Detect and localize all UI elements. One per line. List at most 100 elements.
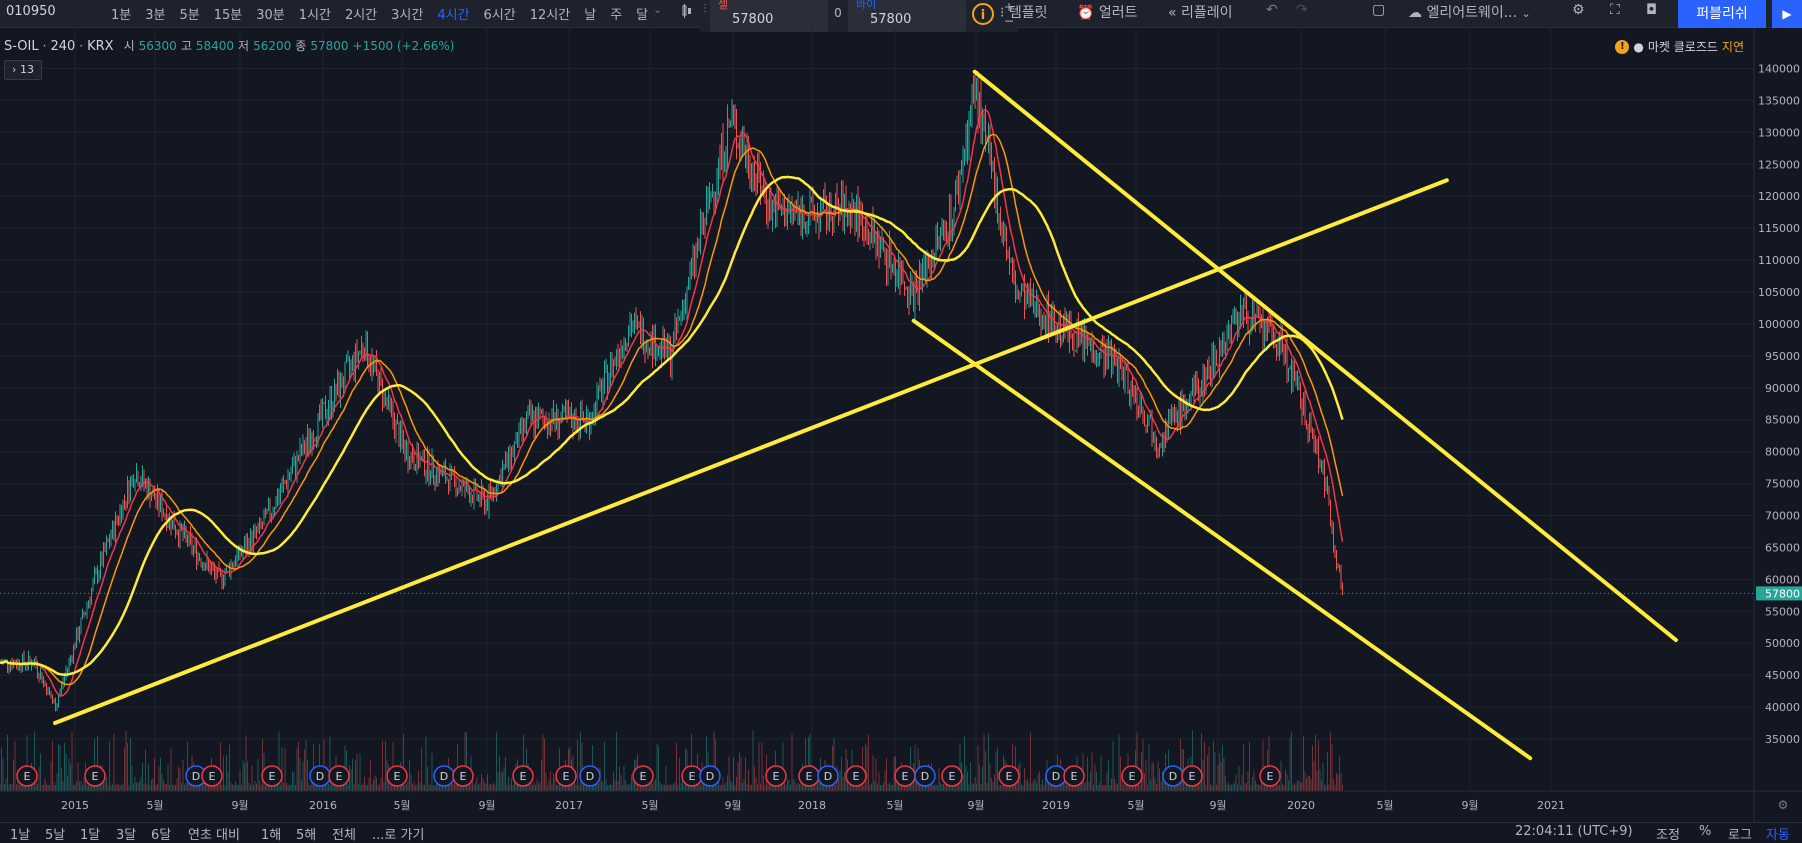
open-label: 시 <box>123 39 135 53</box>
cloud-icon: ☁ <box>1408 5 1427 21</box>
timeframe-7[interactable]: 3시간 <box>391 8 424 23</box>
price-axis-label: 135000 <box>1758 94 1800 107</box>
gear-icon[interactable]: ⚙ <box>1572 2 1585 18</box>
indicators-toggle-button[interactable]: › 13 <box>4 60 42 80</box>
minus-icon[interactable]: − <box>1003 14 1015 28</box>
candle-style-icon[interactable] <box>682 4 692 18</box>
sell-button[interactable]: 셀 57800 <box>710 0 828 32</box>
time-axis-label: 9월 <box>1209 799 1226 812</box>
timeframe-0[interactable]: 1분 <box>111 8 132 23</box>
undo-icon[interactable]: ↶ <box>1266 2 1278 18</box>
low-value: 56200 <box>253 39 292 53</box>
delay-label: 지연 <box>1721 40 1744 54</box>
buy-label: 바이 <box>856 0 877 11</box>
goto-date-button[interactable]: ...로 가기 <box>372 828 425 843</box>
time-axis[interactable]: 2015 5월 9월 2016 5월 9월 2017 5월 9월 2018 5월 9월 2019 5월 9월… <box>0 790 1802 812</box>
event-label: E <box>773 770 780 783</box>
price-axis-label: 60000 <box>1765 573 1800 586</box>
timeframe-13[interactable]: 달 <box>636 8 649 23</box>
timeframe-5[interactable]: 1시간 <box>298 8 331 23</box>
event-label: D <box>192 770 200 783</box>
earnings-icon <box>386 765 408 787</box>
layout-menu-button[interactable]: ☁ 엘리어트웨이... ⌄ <box>1408 2 1531 22</box>
trend-line <box>972 69 1678 643</box>
timeframe-10[interactable]: 12시간 <box>529 8 571 23</box>
camera-icon[interactable]: ◘ <box>1646 2 1658 18</box>
range-button-6[interactable]: 1해 <box>261 828 282 843</box>
timeframe-4[interactable]: 30분 <box>256 8 285 23</box>
range-button-5[interactable]: 연초 대비 <box>188 828 240 843</box>
fullscreen-icon[interactable]: ⛶ <box>1610 2 1620 18</box>
adjust-button[interactable]: 조정 <box>1656 828 1680 843</box>
price-axis-label: 140000 <box>1758 63 1800 76</box>
event-label: E <box>1071 770 1078 783</box>
log-button[interactable]: 로그 <box>1728 828 1752 843</box>
auto-button[interactable]: 자동 <box>1766 828 1790 843</box>
template-label: 템플릿 <box>1008 5 1048 21</box>
alert-button[interactable]: ⏰ 얼러트 <box>1077 2 1138 22</box>
event-label: E <box>1267 770 1274 783</box>
timeframe-2[interactable]: 5분 <box>179 8 200 23</box>
play-icon[interactable]: ▶ <box>1772 0 1802 28</box>
replay-label: 리플레이 <box>1181 5 1233 21</box>
price-axis[interactable]: 140000 135000 130000 125000 120000 115000 1100… <box>1753 28 1802 822</box>
range-button-2[interactable]: 1달 <box>80 828 101 843</box>
timeframe-dropdown-icon[interactable]: ⌄ <box>653 3 663 16</box>
legend-symbol[interactable]: S-OIL <box>4 39 39 54</box>
time-axis-label: 9월 <box>967 799 984 812</box>
price-axis-label: 50000 <box>1765 637 1800 650</box>
timeframe-11[interactable]: 날 <box>584 8 597 23</box>
percent-button[interactable]: % <box>1699 824 1712 839</box>
price-axis-label: 105000 <box>1758 286 1800 299</box>
low-label: 저 <box>238 39 250 53</box>
info-icon[interactable]: i <box>972 3 994 25</box>
earnings-icon <box>452 765 474 787</box>
clock-display[interactable]: 22:04:11 (UTC+9) <box>1515 824 1633 839</box>
range-button-1[interactable]: 5날 <box>45 828 66 843</box>
template-button[interactable]: ⁝ 템플릿 <box>1000 2 1048 22</box>
range-button-3[interactable]: 3달 <box>116 828 137 843</box>
chevron-down-icon: ⌄ <box>1521 7 1531 20</box>
timeframe-9[interactable]: 6시간 <box>483 8 516 23</box>
range-button-8[interactable]: 전체 <box>332 828 356 843</box>
timeframe-12[interactable]: 주 <box>610 8 623 23</box>
event-label: D <box>440 770 448 783</box>
chart-grid <box>0 28 1754 791</box>
redo-icon[interactable]: ↷ <box>1296 2 1308 18</box>
alert-label: 얼러트 <box>1098 5 1138 21</box>
time-axis-label: 2019 <box>1042 799 1070 812</box>
alarm-clock-icon: ⏰ <box>1077 5 1099 21</box>
market-status[interactable]: ! ● 마켓 클로즈드 지연 <box>1615 38 1744 55</box>
trend-line <box>53 178 1449 726</box>
event-label: E <box>563 770 570 783</box>
legend-interval: 240 <box>50 39 76 54</box>
event-label: D <box>921 770 929 783</box>
price-candles <box>0 70 1343 712</box>
trade-panel: ⋮⋮ 셀 57800 0 바이 57800 i + − <box>700 0 1018 32</box>
buy-button[interactable]: 바이 57800 <box>848 0 966 32</box>
earnings-icon <box>998 765 1020 787</box>
timeframe-1[interactable]: 3분 <box>145 8 166 23</box>
sell-price: 57800 <box>732 12 774 27</box>
timeframe-3[interactable]: 15분 <box>213 8 243 23</box>
time-axis-label: 2021 <box>1537 799 1565 812</box>
event-label: D <box>586 770 594 783</box>
publish-button[interactable]: 퍼블리쉬 <box>1678 0 1766 28</box>
timeframe-list: 1분 3분 5분 15분 30분 1시간 2시간 3시간 4시간 6시간 12시간 날 주 달 <box>104 4 655 23</box>
timeframe-8[interactable]: 4시간 <box>437 8 470 23</box>
timeframe-6[interactable]: 2시간 <box>344 8 378 23</box>
layout-square-icon[interactable]: ▢ <box>1372 2 1386 18</box>
range-button-0[interactable]: 1날 <box>10 828 31 843</box>
plus-icon[interactable]: + <box>1003 0 1015 14</box>
range-button-7[interactable]: 5해 <box>296 828 317 843</box>
event-label: E <box>806 770 813 783</box>
moving-average-line <box>0 175 1344 676</box>
replay-button[interactable]: « 리플레이 <box>1168 2 1233 22</box>
range-button-4[interactable]: 6달 <box>151 828 172 843</box>
moving-average-line <box>0 108 1344 697</box>
symbol-search-button[interactable]: 010950 <box>6 4 56 19</box>
earnings-icon <box>765 765 787 787</box>
earnings-icon <box>84 765 106 787</box>
moving-averages <box>0 108 1344 697</box>
